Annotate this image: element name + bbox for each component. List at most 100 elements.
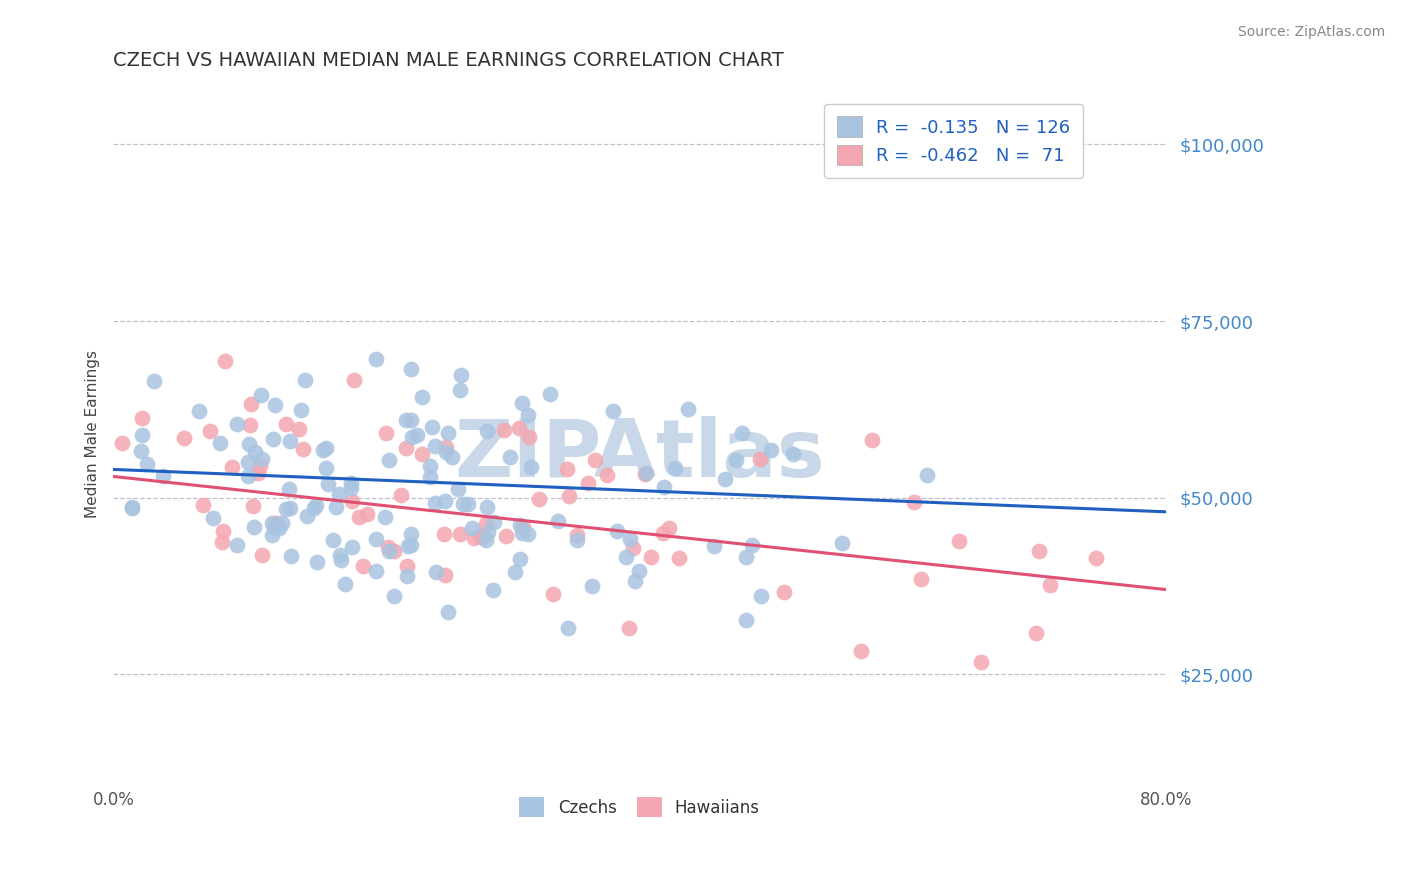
Point	[447, 482, 470, 496]
Point	[449, 383, 471, 397]
Point	[399, 537, 422, 551]
Point	[401, 430, 423, 444]
Point	[433, 568, 456, 582]
Point	[131, 411, 153, 425]
Point	[474, 516, 496, 531]
Point	[606, 524, 628, 539]
Point	[731, 425, 754, 440]
Point	[366, 351, 388, 366]
Point	[226, 538, 249, 552]
Point	[583, 452, 606, 467]
Point	[297, 509, 319, 524]
Point	[1028, 544, 1050, 558]
Point	[315, 442, 337, 456]
Point	[307, 555, 329, 569]
Point	[411, 447, 433, 461]
Point	[520, 459, 543, 474]
Point	[1039, 578, 1062, 592]
Point	[703, 539, 725, 553]
Point	[187, 404, 209, 418]
Point	[325, 500, 347, 515]
Point	[290, 403, 312, 417]
Point	[495, 529, 517, 543]
Point	[453, 497, 475, 511]
Point	[366, 533, 388, 547]
Point	[200, 425, 222, 439]
Point	[135, 458, 157, 472]
Point	[509, 518, 531, 533]
Point	[734, 613, 756, 627]
Point	[264, 516, 287, 530]
Point	[516, 408, 538, 422]
Point	[278, 483, 301, 497]
Point	[652, 480, 675, 494]
Point	[399, 413, 422, 427]
Point	[378, 452, 401, 467]
Point	[602, 404, 624, 418]
Point	[211, 524, 233, 538]
Point	[375, 426, 398, 441]
Point	[557, 621, 579, 635]
Point	[910, 572, 932, 586]
Point	[624, 574, 647, 589]
Point	[240, 397, 263, 411]
Point	[468, 529, 491, 543]
Point	[202, 510, 225, 524]
Point	[382, 589, 405, 603]
Point	[131, 428, 153, 442]
Point	[322, 533, 344, 547]
Point	[382, 544, 405, 558]
Point	[304, 501, 326, 516]
Point	[121, 500, 143, 515]
Point	[312, 442, 335, 457]
Point	[330, 553, 353, 567]
Point	[399, 362, 422, 376]
Point	[434, 493, 457, 508]
Point	[347, 509, 370, 524]
Point	[749, 589, 772, 603]
Point	[849, 644, 872, 658]
Point	[260, 516, 283, 530]
Point	[396, 558, 419, 573]
Point	[617, 621, 640, 635]
Point	[250, 388, 273, 402]
Point	[748, 452, 770, 467]
Point	[581, 578, 603, 592]
Point	[250, 548, 273, 562]
Point	[477, 524, 499, 539]
Point	[538, 387, 561, 401]
Point	[238, 436, 260, 450]
Point	[461, 521, 484, 535]
Text: ZIPAtlas: ZIPAtlas	[454, 416, 825, 494]
Point	[236, 468, 259, 483]
Point	[342, 493, 364, 508]
Point	[576, 476, 599, 491]
Point	[433, 527, 456, 541]
Point	[262, 527, 284, 541]
Point	[339, 476, 361, 491]
Point	[356, 507, 378, 521]
Point	[193, 498, 215, 512]
Point	[245, 445, 267, 459]
Point	[267, 521, 290, 535]
Point	[395, 569, 418, 583]
Text: CZECH VS HAWAIIAN MEDIAN MALE EARNINGS CORRELATION CHART: CZECH VS HAWAIIAN MEDIAN MALE EARNINGS C…	[114, 51, 785, 70]
Point	[271, 516, 294, 531]
Point	[305, 498, 328, 512]
Point	[517, 526, 540, 541]
Point	[475, 425, 498, 439]
Point	[725, 452, 748, 467]
Point	[547, 514, 569, 528]
Point	[614, 550, 637, 565]
Point	[434, 445, 457, 459]
Point	[214, 354, 236, 368]
Point	[512, 520, 534, 534]
Point	[389, 488, 412, 502]
Point	[449, 526, 471, 541]
Point	[1025, 625, 1047, 640]
Point	[208, 436, 231, 450]
Point	[761, 442, 783, 457]
Point	[423, 496, 446, 510]
Point	[377, 541, 399, 555]
Point	[239, 418, 262, 433]
